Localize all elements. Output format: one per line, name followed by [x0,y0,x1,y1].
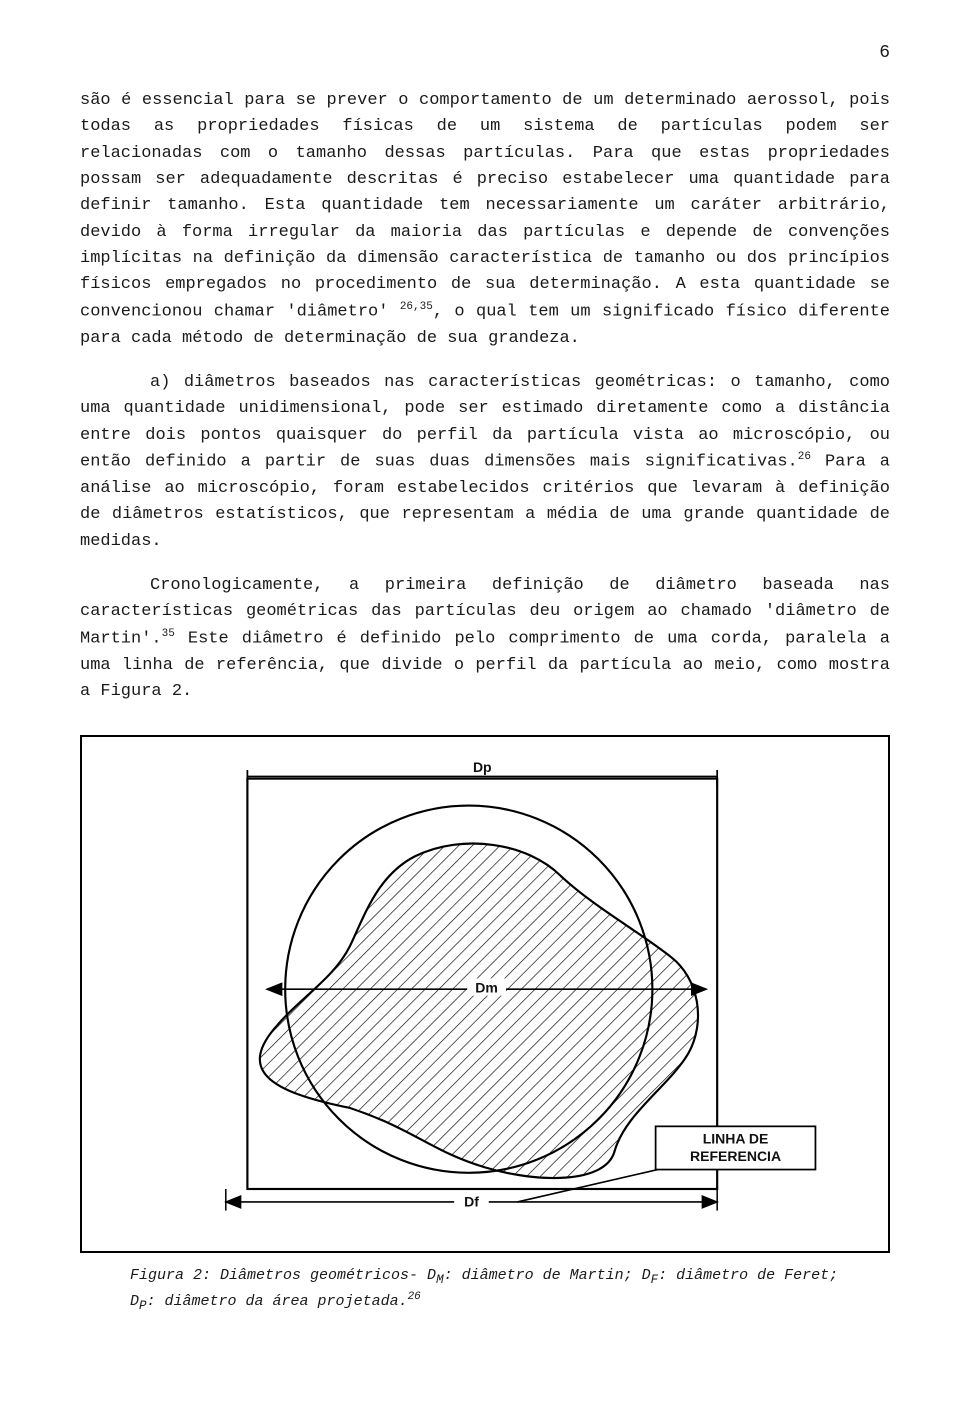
p2-citation: 26 [798,451,811,463]
paragraph-2: a) diâmetros baseados nas característica… [80,370,890,555]
p1-citation: 26,35 [400,301,433,313]
figure-2-caption: Figura 2: Diâmetros geométricos- DM: diâ… [80,1265,890,1317]
figure-2-container: Dp Dm Df [80,735,890,1252]
dimension-df: Df [226,1189,717,1211]
legend-box: LINHA DE REFERENCIA [656,1127,816,1170]
caption-sub-f: F [651,1273,659,1287]
caption-lead: Figura 2: Diâmetros geométricos- D [130,1267,436,1284]
p1-body: são é essencial para se prever o comport… [80,91,890,321]
p3-tail: Este diâmetro é definido pelo compriment… [80,629,890,701]
dimension-dp: Dp [247,760,717,788]
paragraph-1: são é essencial para se prever o comport… [80,88,890,352]
page-number: 6 [80,40,890,68]
legend-line-1: LINHA DE [703,1131,769,1147]
paragraph-3: Cronologicamente, a primeira definição d… [80,573,890,705]
label-df: Df [464,1194,479,1210]
caption-sub-p: P [139,1299,147,1313]
p3-citation: 35 [162,628,175,640]
caption-sup: 26 [408,1291,421,1303]
caption-tail: : diâmetro da área projetada. [147,1293,408,1310]
figure-2-diagram: Dp Dm Df [107,757,863,1232]
caption-mid1: : diâmetro de Martin; D [444,1267,651,1284]
caption-sub-m: M [436,1273,444,1287]
p2-body: a) diâmetros baseados nas característica… [80,373,890,472]
label-dp: Dp [473,760,492,776]
figure-2-svg: Dp Dm Df [107,757,863,1232]
label-dm: Dm [475,980,498,996]
legend-line-2: REFERENCIA [690,1148,781,1164]
